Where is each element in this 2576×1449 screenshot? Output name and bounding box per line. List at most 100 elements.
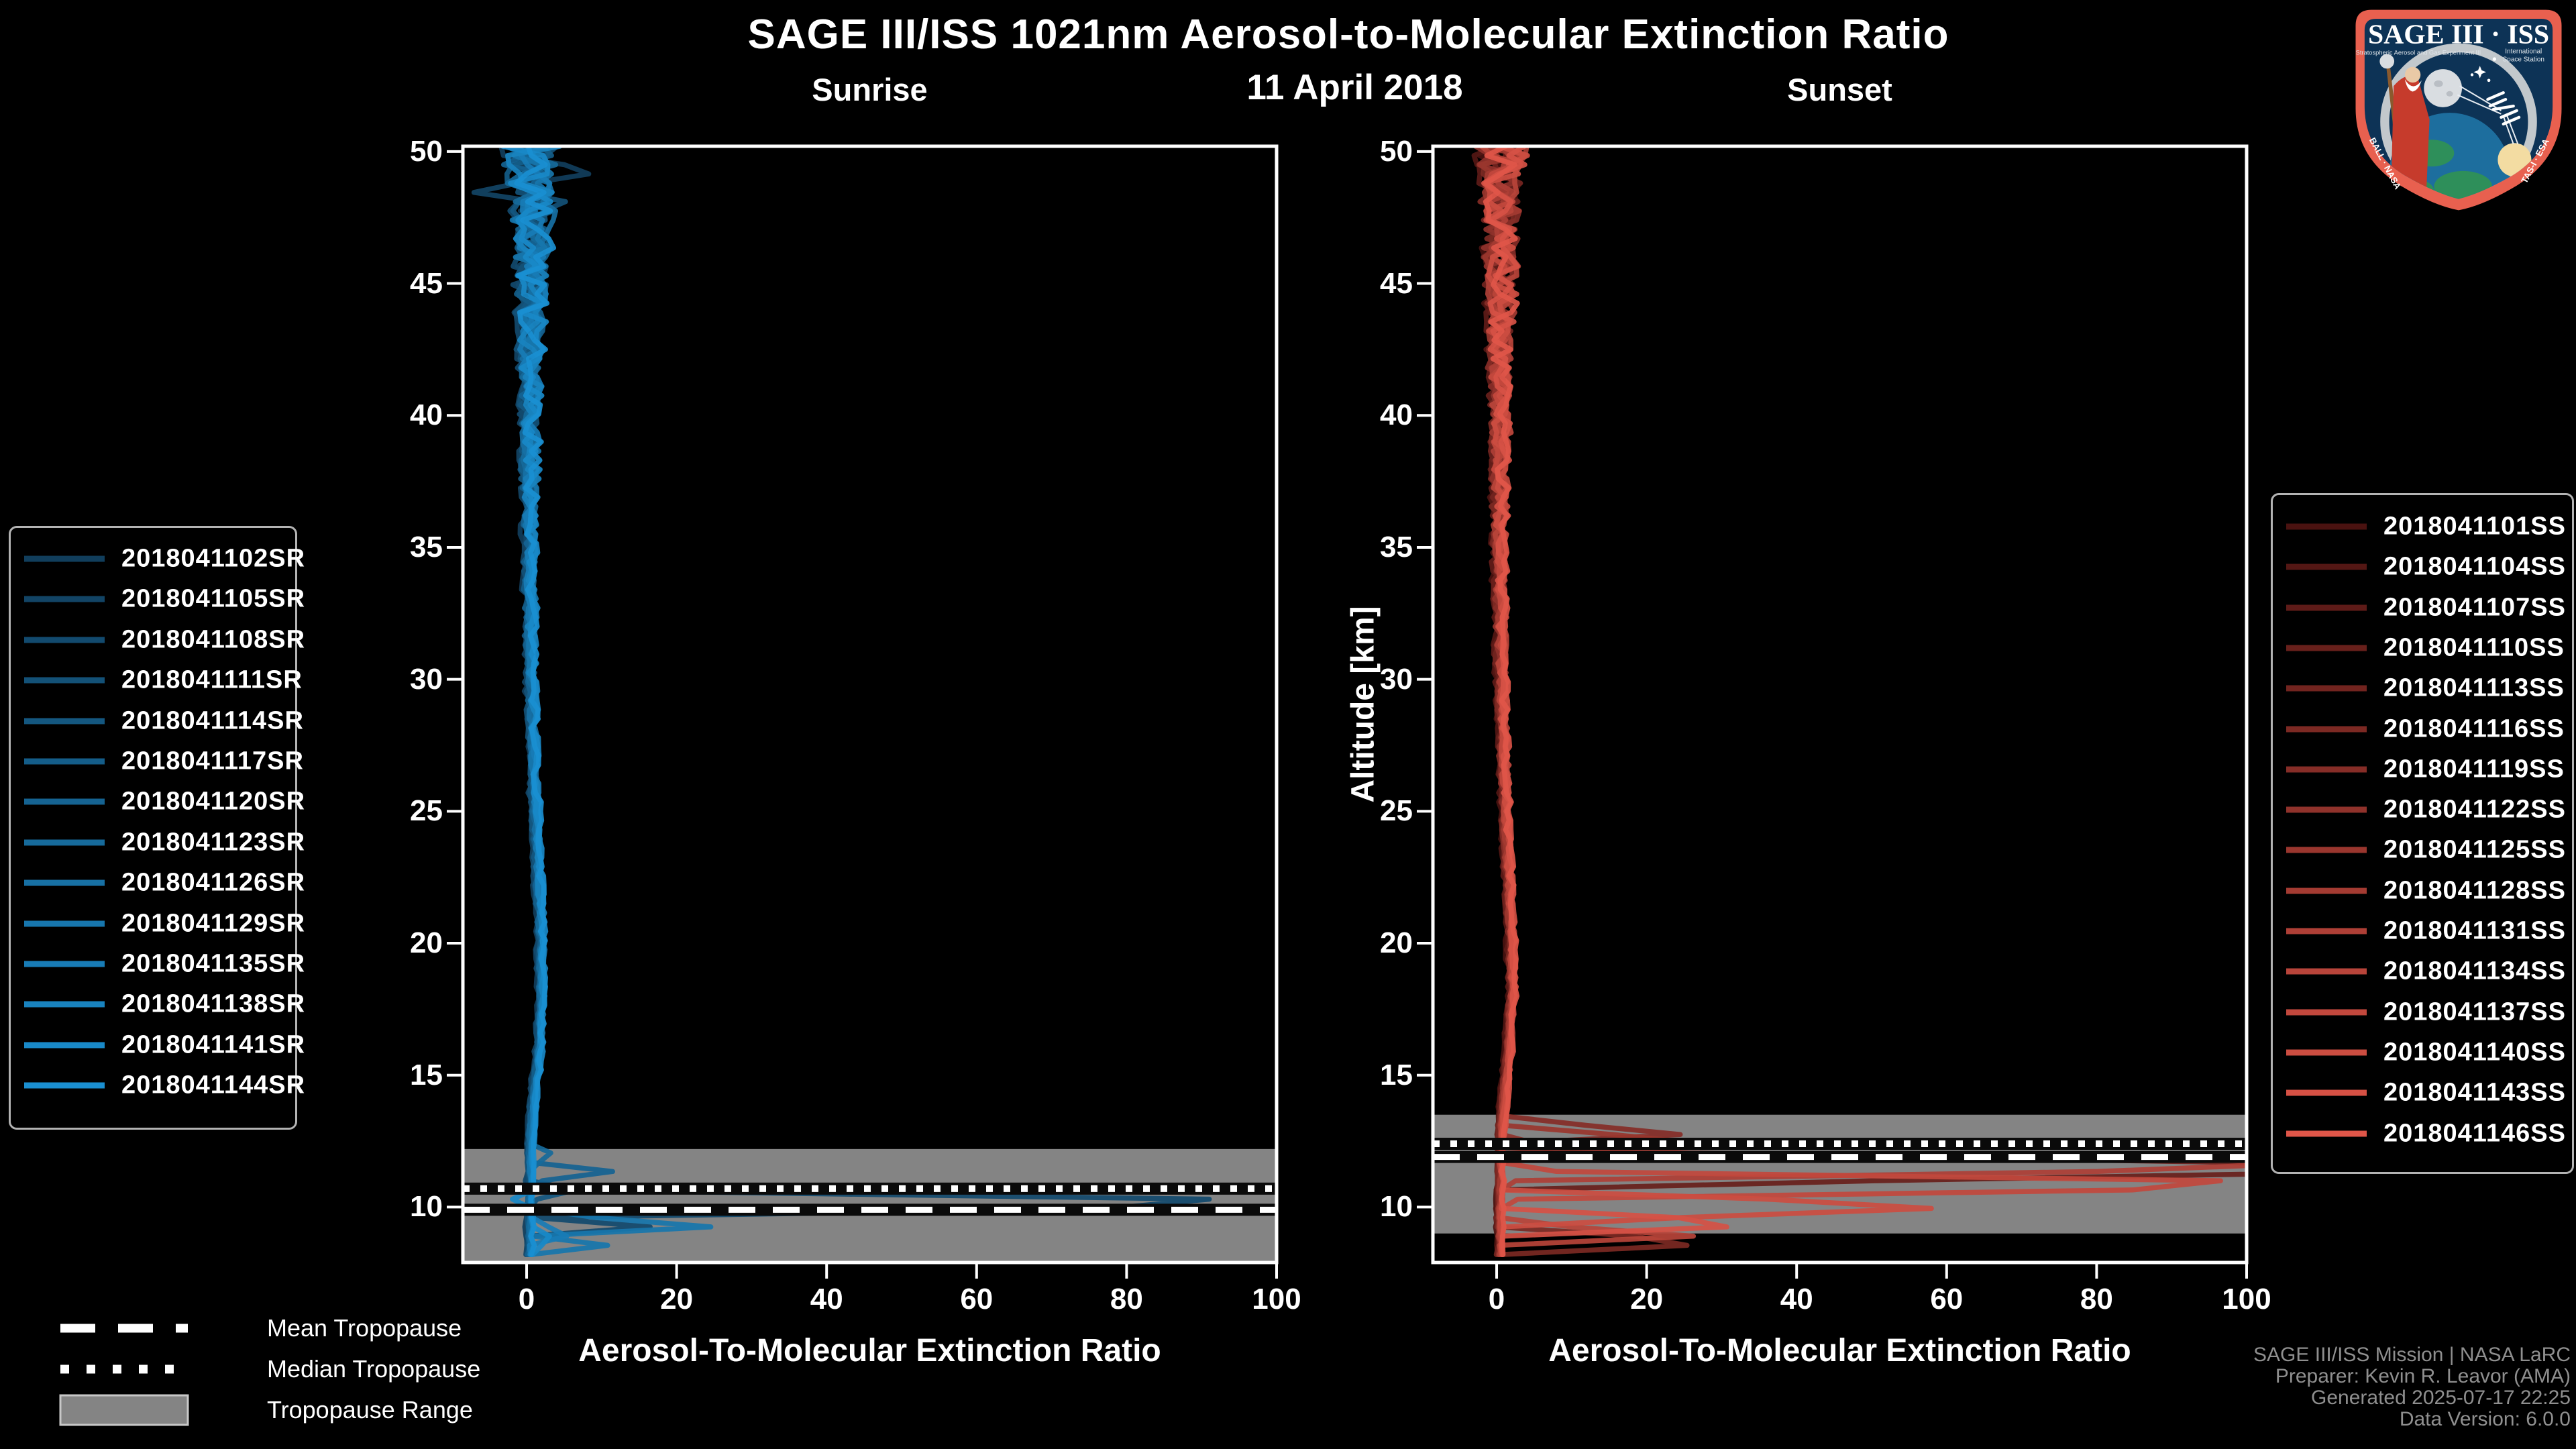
- legend-item-label: 2018041129SR: [121, 909, 306, 938]
- legend-item-2018041104SS: 2018041104SS: [2273, 552, 2572, 582]
- legend-item-label: 2018041119SS: [2383, 755, 2565, 784]
- sunrise-ytick-25: 25: [410, 794, 443, 828]
- legend-line-swatch: [24, 596, 105, 602]
- legend-item-label: 2018041113SS: [2383, 674, 2565, 702]
- sunrise-xtick-40: 40: [810, 1283, 843, 1316]
- legend-item-2018041117SR: 2018041117SR: [11, 747, 303, 776]
- legend-item-label: 2018041107SS: [2383, 593, 2566, 622]
- attribution-preparer: Preparer: Kevin R. Leavor (AMA): [2275, 1365, 2571, 1387]
- sunset-ytick-25: 25: [1380, 794, 1413, 828]
- legend-item-label: 2018041110SS: [2383, 633, 2565, 662]
- legend-item-label: 2018041135SR: [121, 949, 306, 978]
- attribution-mission: SAGE III/ISS Mission | NASA LaRC: [2253, 1344, 2571, 1366]
- tropopause-range-legend-item: Tropopause Range: [59, 1393, 596, 1427]
- sunset-ytick-10: 10: [1380, 1190, 1413, 1224]
- legend-item-label: 2018041131SS: [2383, 916, 2566, 945]
- sunset-xtick-40: 40: [1780, 1283, 1813, 1316]
- legend-line-swatch: [2286, 888, 2367, 894]
- mean-tropopause-label: Mean Tropopause: [267, 1314, 462, 1342]
- sunset-ytick-15: 15: [1380, 1058, 1413, 1091]
- legend-line-swatch: [2286, 1009, 2367, 1016]
- sunrise-xtick-0: 0: [518, 1283, 535, 1316]
- legend-item-2018041126SR: 2018041126SR: [11, 868, 305, 898]
- median-tropopause-label: Median Tropopause: [267, 1355, 481, 1383]
- legend-item-2018041140SS: 2018041140SS: [2273, 1038, 2572, 1067]
- sunrise-xtick-100: 100: [1252, 1283, 1301, 1316]
- legend-item-2018041120SR: 2018041120SR: [11, 787, 305, 816]
- legend-line-swatch: [2286, 726, 2367, 732]
- logo-subtitle-right-1: International: [2505, 48, 2542, 56]
- sunset-y-axis-label: Altitude [km]: [1345, 606, 1381, 803]
- profile-2018041108SR: [507, 146, 1212, 1257]
- legend-item-2018041134SS: 2018041134SS: [2273, 957, 2572, 986]
- legend-item-2018041141SR: 2018041141SR: [11, 1030, 305, 1060]
- legend-line-swatch: [2286, 564, 2367, 570]
- sunset-xtick-20: 20: [1630, 1283, 1664, 1316]
- legend-line-swatch: [24, 798, 105, 805]
- legend-line-swatch: [2286, 847, 2367, 853]
- sunrise-ytick-50: 50: [410, 134, 443, 168]
- legend-item-label: 2018041116SS: [2383, 714, 2565, 743]
- legend-item-label: 2018041125SS: [2383, 835, 2566, 864]
- logo-title: SAGE III · ISS: [2368, 19, 2549, 50]
- legend-line-swatch: [2286, 1089, 2367, 1096]
- legend-item-label: 2018041105SR: [121, 584, 306, 613]
- legend-item-2018041135SR: 2018041135SR: [11, 949, 305, 979]
- sunset-ytick-45: 45: [1380, 266, 1413, 300]
- legend-item-label: 2018041108SR: [121, 625, 306, 654]
- sunrise-plot: [447, 144, 1279, 1279]
- legend-line-swatch: [24, 637, 105, 643]
- sunrise-frame: [461, 144, 1279, 1265]
- legend-item-2018041113SS: 2018041113SS: [2273, 674, 2572, 703]
- attribution-generated: Generated 2025-07-17 22:25: [2311, 1387, 2571, 1409]
- sunrise-legend: 2018041102SR 2018041105SR 2018041108SR 2018…: [9, 526, 305, 1130]
- sunrise-x-axis-label: Aerosol-To-Molecular Extinction Ratio: [578, 1333, 1161, 1368]
- legend-item-label: 2018041117SR: [121, 747, 304, 775]
- legend-line-swatch: [2286, 645, 2367, 651]
- legend-item-label: 2018041143SS: [2383, 1078, 2566, 1107]
- legend-line-swatch: [2286, 928, 2367, 934]
- legend-item-2018041101SS: 2018041101SS: [2273, 512, 2572, 541]
- tropopause-range-label: Tropopause Range: [267, 1396, 473, 1424]
- legend-line-swatch: [2286, 968, 2367, 975]
- mean-tropopause-dash-swatch: [60, 1324, 188, 1333]
- legend-line-swatch: [2286, 604, 2367, 611]
- sunrise-ytick-40: 40: [410, 398, 443, 432]
- sunrise-ytick-20: 20: [410, 926, 443, 959]
- legend-item-2018041116SS: 2018041116SS: [2273, 714, 2572, 744]
- logo-moon: [2424, 69, 2463, 107]
- profile-2018041131SS: [1485, 146, 2247, 1257]
- attribution-data-version: Data Version: 6.0.0: [2399, 1408, 2571, 1430]
- legend-line-swatch: [24, 1042, 105, 1049]
- legend-item-label: 2018041146SS: [2383, 1119, 2566, 1147]
- legend-item-2018041138SR: 2018041138SR: [11, 989, 305, 1019]
- legend-line-swatch: [24, 718, 105, 724]
- legend-item-2018041144SR: 2018041144SR: [11, 1071, 305, 1100]
- legend-item-2018041122SS: 2018041122SS: [2273, 795, 2572, 824]
- profile-2018041110SS: [1481, 146, 2247, 1257]
- legend-line-swatch: [24, 920, 105, 927]
- tropopause-legend: Mean Tropopause Median Tropopause Tropop…: [59, 1311, 596, 1446]
- sunrise-profiles: [471, 146, 1212, 1257]
- sunrise-ytick-10: 10: [410, 1190, 443, 1224]
- legend-line-swatch: [24, 961, 105, 967]
- legend-item-label: 2018041140SS: [2383, 1038, 2566, 1067]
- sunset-ytick-20: 20: [1380, 926, 1413, 959]
- legend-item-label: 2018041120SR: [121, 787, 306, 816]
- legend-item-label: 2018041111SR: [121, 665, 303, 694]
- sunset-plot: [1417, 144, 2249, 1279]
- legend-item-2018041108SR: 2018041108SR: [11, 625, 305, 655]
- logo-subtitle-right-2: Space Station: [2503, 56, 2544, 63]
- sunset-profiles: [1471, 146, 2247, 1257]
- legend-item-label: 2018041144SR: [121, 1071, 306, 1099]
- logo-iss: [2486, 91, 2521, 126]
- legend-line-swatch: [24, 758, 105, 765]
- sunrise-xtick-60: 60: [960, 1283, 994, 1316]
- sunset-panel-title: Sunset: [1787, 72, 1892, 107]
- tropopause-range-swatch: [59, 1394, 189, 1426]
- legend-item-2018041107SS: 2018041107SS: [2273, 593, 2572, 623]
- sunset-ytick-40: 40: [1380, 398, 1413, 432]
- legend-line-swatch: [2286, 523, 2367, 530]
- median-tropopause-legend-item: Median Tropopause: [59, 1352, 596, 1386]
